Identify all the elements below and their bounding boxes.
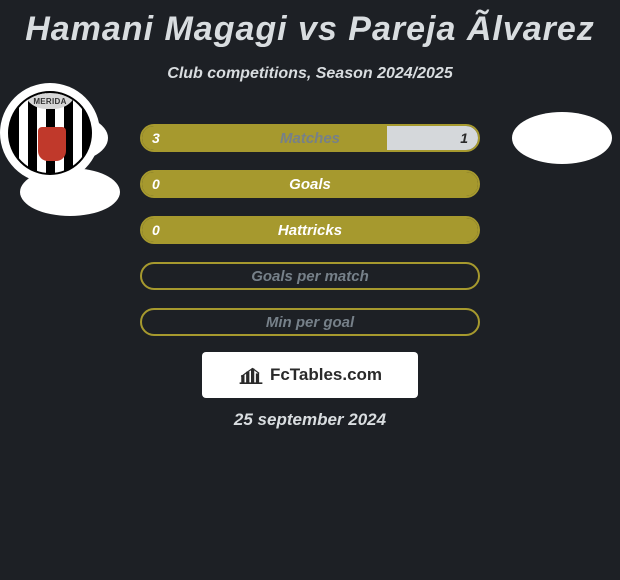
stat-row: Goals per match (140, 262, 480, 290)
badge-player2-national: MERIDA (0, 83, 100, 183)
stat-label: Hattricks (278, 222, 342, 239)
merida-crest-label: MERIDA (10, 97, 90, 106)
stat-value-left: 0 (152, 176, 160, 192)
stat-value-left: 3 (152, 130, 160, 146)
comparison-date: 25 september 2024 (0, 410, 620, 430)
stat-label: Min per goal (266, 314, 354, 331)
merida-crest-icon: MERIDA (8, 91, 92, 175)
stat-value-right: 1 (460, 130, 468, 146)
comparison-title: Hamani Magagi vs Pareja Ãlvarez (0, 0, 620, 49)
stat-label: Goals (289, 176, 331, 193)
branding-box: FcTables.com (202, 352, 418, 398)
stat-row: Goals 0 (140, 170, 480, 198)
comparison-subtitle: Club competitions, Season 2024/2025 (0, 65, 620, 83)
stat-row: Hattricks 0 (140, 216, 480, 244)
stat-rows: Matches 3 1 Goals 0 Hattricks 0 Goals per match… (140, 124, 480, 354)
stat-label: Goals per match (251, 268, 369, 285)
stat-fill-left (142, 126, 387, 150)
bar-chart-icon (238, 365, 264, 385)
badge-player2-club (512, 112, 612, 164)
stat-label: Matches (280, 130, 340, 147)
badge-player1-national (20, 168, 120, 216)
stat-row: Matches 3 1 (140, 124, 480, 152)
stat-value-left: 0 (152, 222, 160, 238)
branding-text: FcTables.com (270, 365, 382, 385)
stat-row: Min per goal (140, 308, 480, 336)
